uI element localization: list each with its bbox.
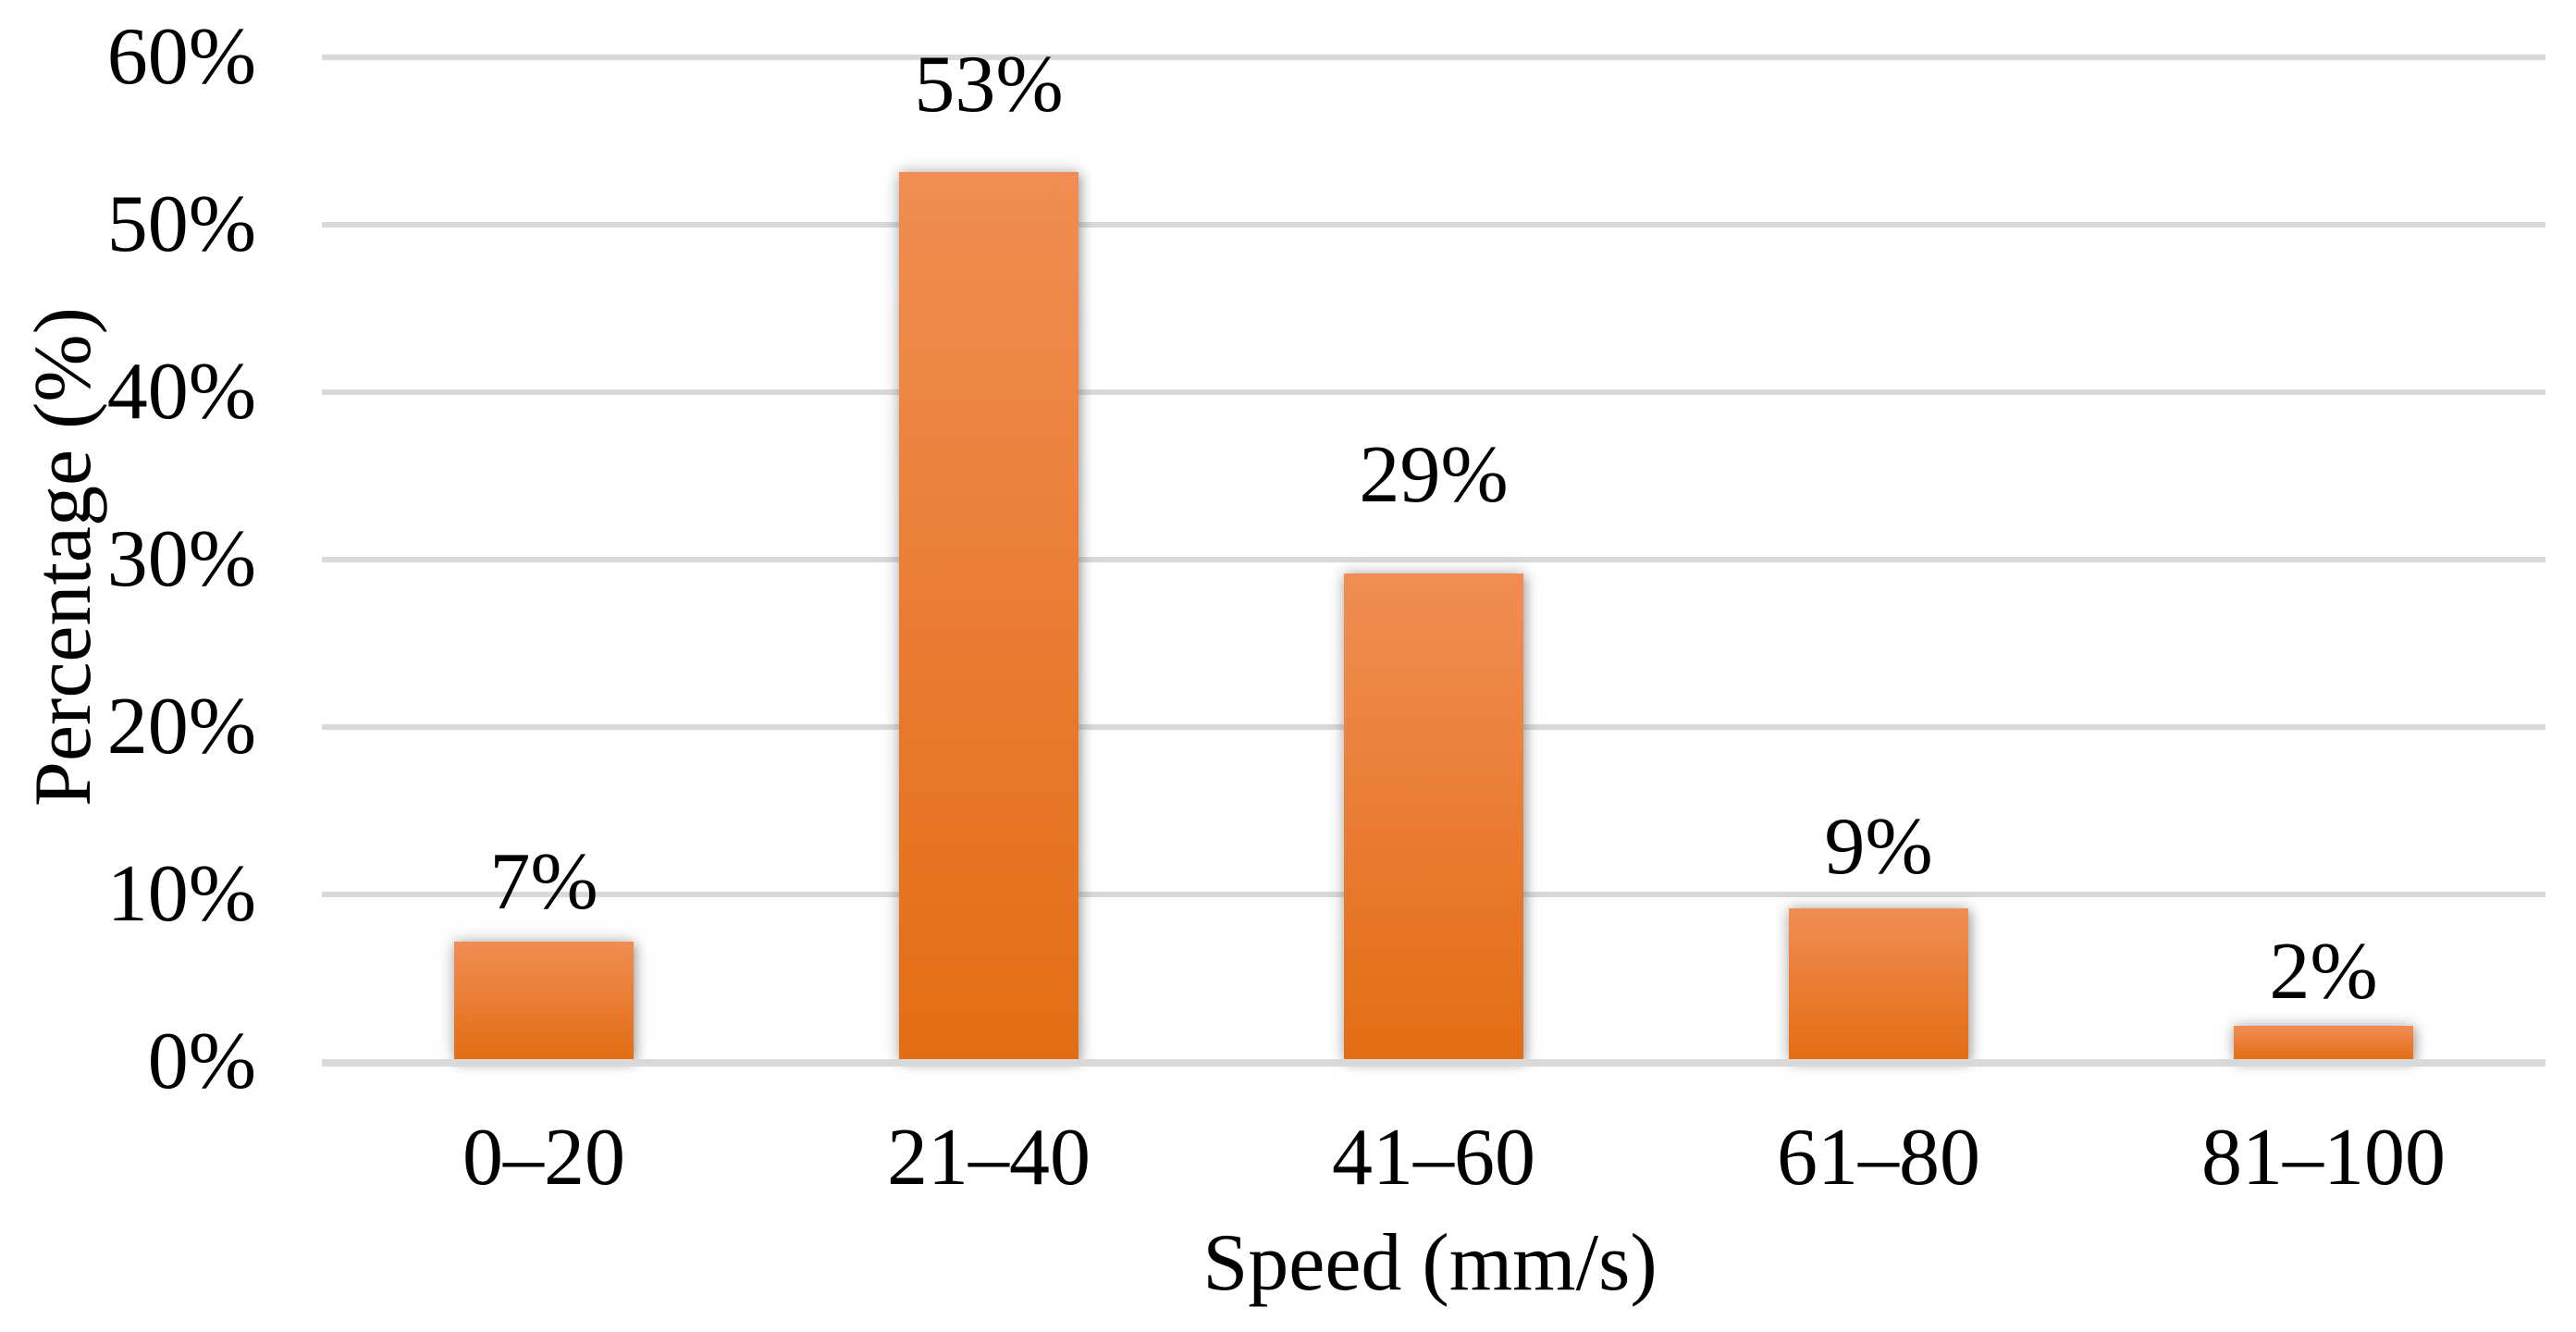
x-axis-title: Speed (mm/s)	[1202, 1218, 1658, 1308]
gridline	[322, 557, 2545, 562]
bar	[1344, 574, 1523, 1060]
y-tick-label: 40%	[106, 347, 256, 437]
gridline	[322, 389, 2545, 395]
x-tick-label: 81–100	[2201, 1113, 2446, 1202]
y-tick-label: 20%	[106, 682, 256, 771]
y-tick-label: 60%	[106, 12, 256, 102]
x-tick-label: 21–40	[887, 1113, 1091, 1202]
bar	[1789, 908, 1968, 1060]
gridline	[322, 55, 2545, 60]
bar	[454, 942, 634, 1060]
x-tick-label: 0–20	[462, 1113, 625, 1202]
bar-value-label: 7%	[489, 837, 598, 927]
x-tick-label: 41–60	[1332, 1113, 1535, 1202]
bar-value-label: 2%	[2269, 927, 2378, 1017]
bar	[2234, 1026, 2413, 1060]
bar-value-label: 29%	[1359, 430, 1509, 520]
y-tick-label: 50%	[106, 179, 256, 269]
bar-value-label: 53%	[914, 40, 1064, 130]
x-axis-line	[322, 1059, 2545, 1067]
gridline	[322, 222, 2545, 228]
y-tick-label: 10%	[106, 849, 256, 939]
y-tick-label: 0%	[147, 1017, 256, 1106]
bar	[899, 172, 1078, 1060]
x-tick-label: 61–80	[1777, 1113, 1980, 1202]
y-tick-label: 30%	[106, 514, 256, 604]
bar-value-label: 9%	[1824, 802, 1933, 892]
y-axis-title: Percentage (%)	[18, 307, 108, 807]
